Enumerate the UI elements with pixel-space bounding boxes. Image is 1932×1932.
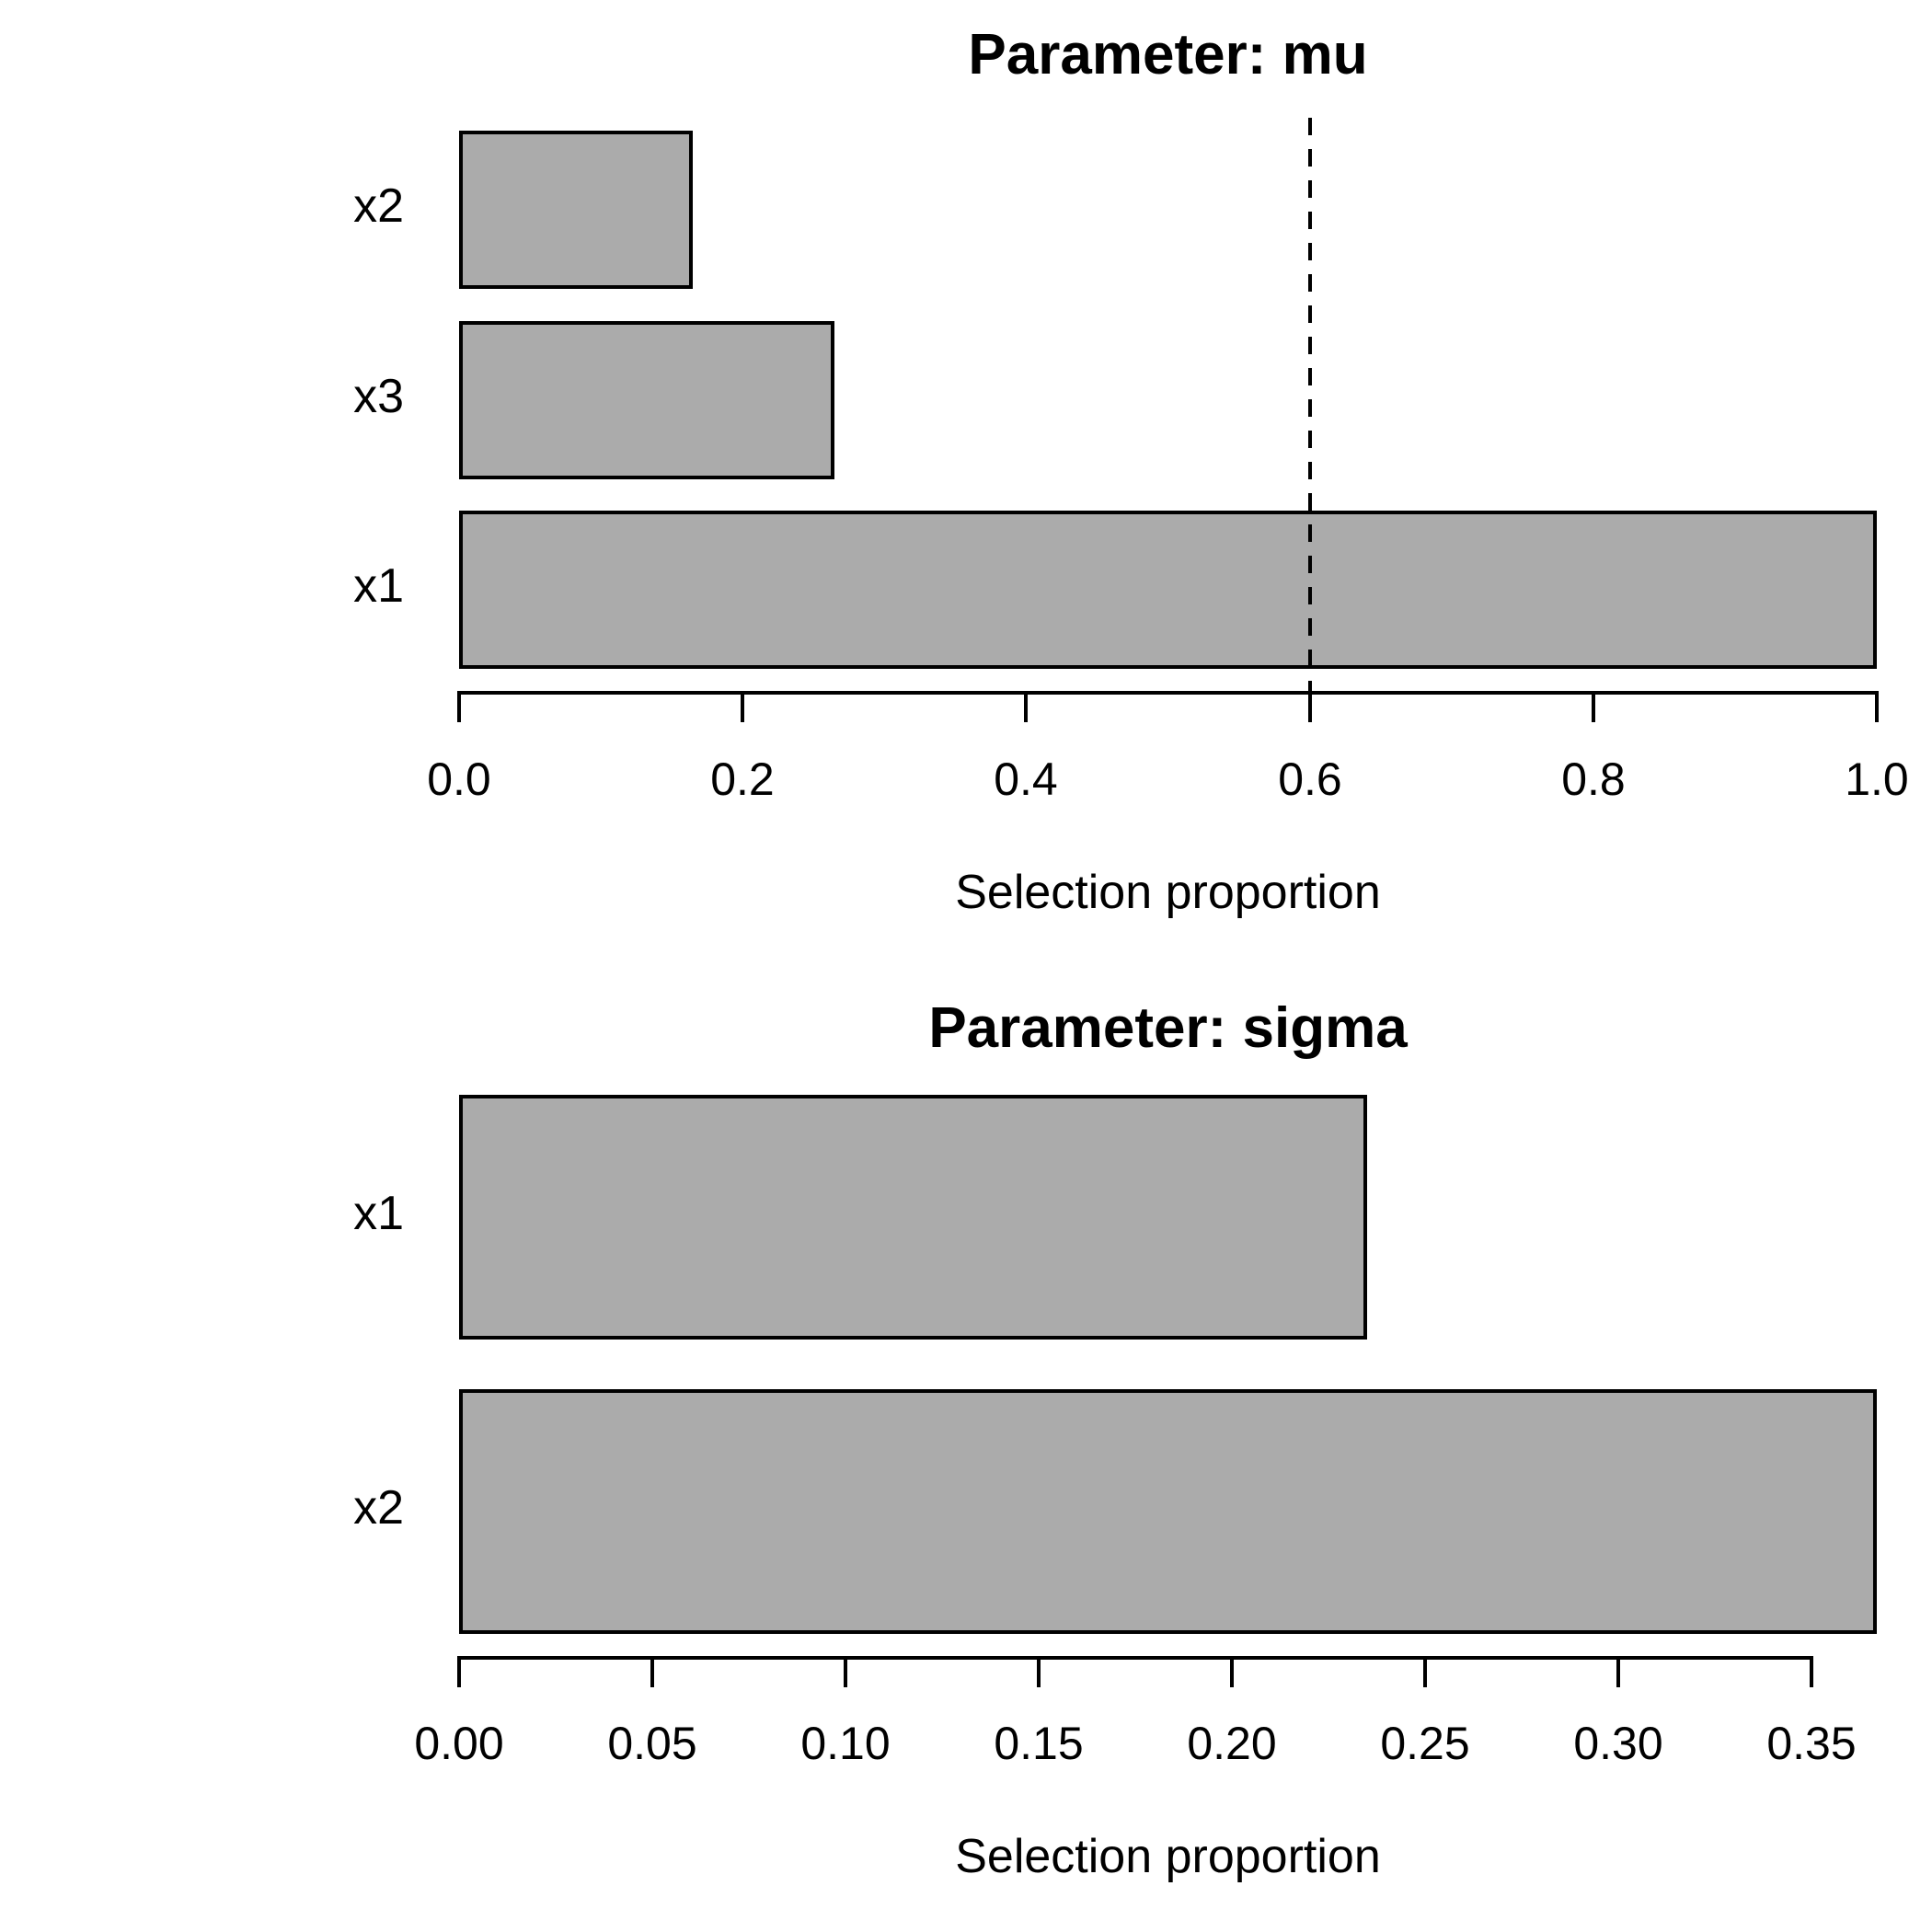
- mu-chart-title: Parameter: mu: [968, 23, 1368, 86]
- x-tick-0.30: [1616, 1656, 1620, 1687]
- x-tick-0.35: [1810, 1656, 1813, 1687]
- mu-x-axis-label: Selection proportion: [955, 866, 1381, 919]
- x-tick-1.0: [1875, 691, 1879, 722]
- x-tick-label-0.15: 0.15: [994, 1718, 1084, 1769]
- x-tick-0.2: [741, 691, 744, 722]
- x-tick-label-0.20: 0.20: [1187, 1718, 1277, 1769]
- x-tick-0.10: [844, 1656, 847, 1687]
- threshold-line: [1308, 118, 1312, 691]
- x-tick-label-0.05: 0.05: [607, 1718, 697, 1769]
- x-tick-0.6: [1308, 691, 1312, 722]
- x-tick-0.20: [1230, 1656, 1234, 1687]
- x-tick-label-0.0: 0.0: [427, 753, 491, 805]
- bar-x3: [459, 321, 834, 479]
- bar-label-x1: x1: [353, 559, 404, 613]
- bar-x1: [459, 1095, 1367, 1340]
- x-tick-0.4: [1024, 691, 1028, 722]
- sigma-chart-title: Parameter: sigma: [928, 996, 1408, 1060]
- x-tick-label-0.25: 0.25: [1380, 1718, 1470, 1769]
- x-tick-label-0.2: 0.2: [710, 753, 775, 805]
- bar-label-x1: x1: [353, 1187, 404, 1240]
- x-tick-label-0.8: 0.8: [1561, 753, 1626, 805]
- x-tick-label-0.00: 0.00: [414, 1718, 504, 1769]
- x-tick-0.05: [650, 1656, 654, 1687]
- x-tick-label-1.0: 1.0: [1845, 753, 1909, 805]
- bar-x1: [459, 511, 1877, 669]
- bar-x2: [459, 1389, 1877, 1634]
- bar-label-x2: x2: [353, 1481, 404, 1535]
- x-tick-0.15: [1037, 1656, 1041, 1687]
- x-axis-line: [457, 691, 1879, 695]
- x-tick-label-0.4: 0.4: [994, 753, 1058, 805]
- x-tick-0.00: [457, 1656, 461, 1687]
- x-tick-label-0.6: 0.6: [1278, 753, 1342, 805]
- x-tick-label-0.30: 0.30: [1573, 1718, 1663, 1769]
- x-tick-label-0.10: 0.10: [800, 1718, 891, 1769]
- x-axis-line: [457, 1656, 1813, 1660]
- x-tick-0.8: [1592, 691, 1595, 722]
- sigma-x-axis-label: Selection proportion: [955, 1830, 1381, 1883]
- bar-x2: [459, 131, 693, 289]
- bar-label-x2: x2: [353, 179, 404, 233]
- x-tick-0.0: [457, 691, 461, 722]
- bar-label-x3: x3: [353, 370, 404, 423]
- x-tick-label-0.35: 0.35: [1766, 1718, 1857, 1769]
- x-tick-0.25: [1423, 1656, 1427, 1687]
